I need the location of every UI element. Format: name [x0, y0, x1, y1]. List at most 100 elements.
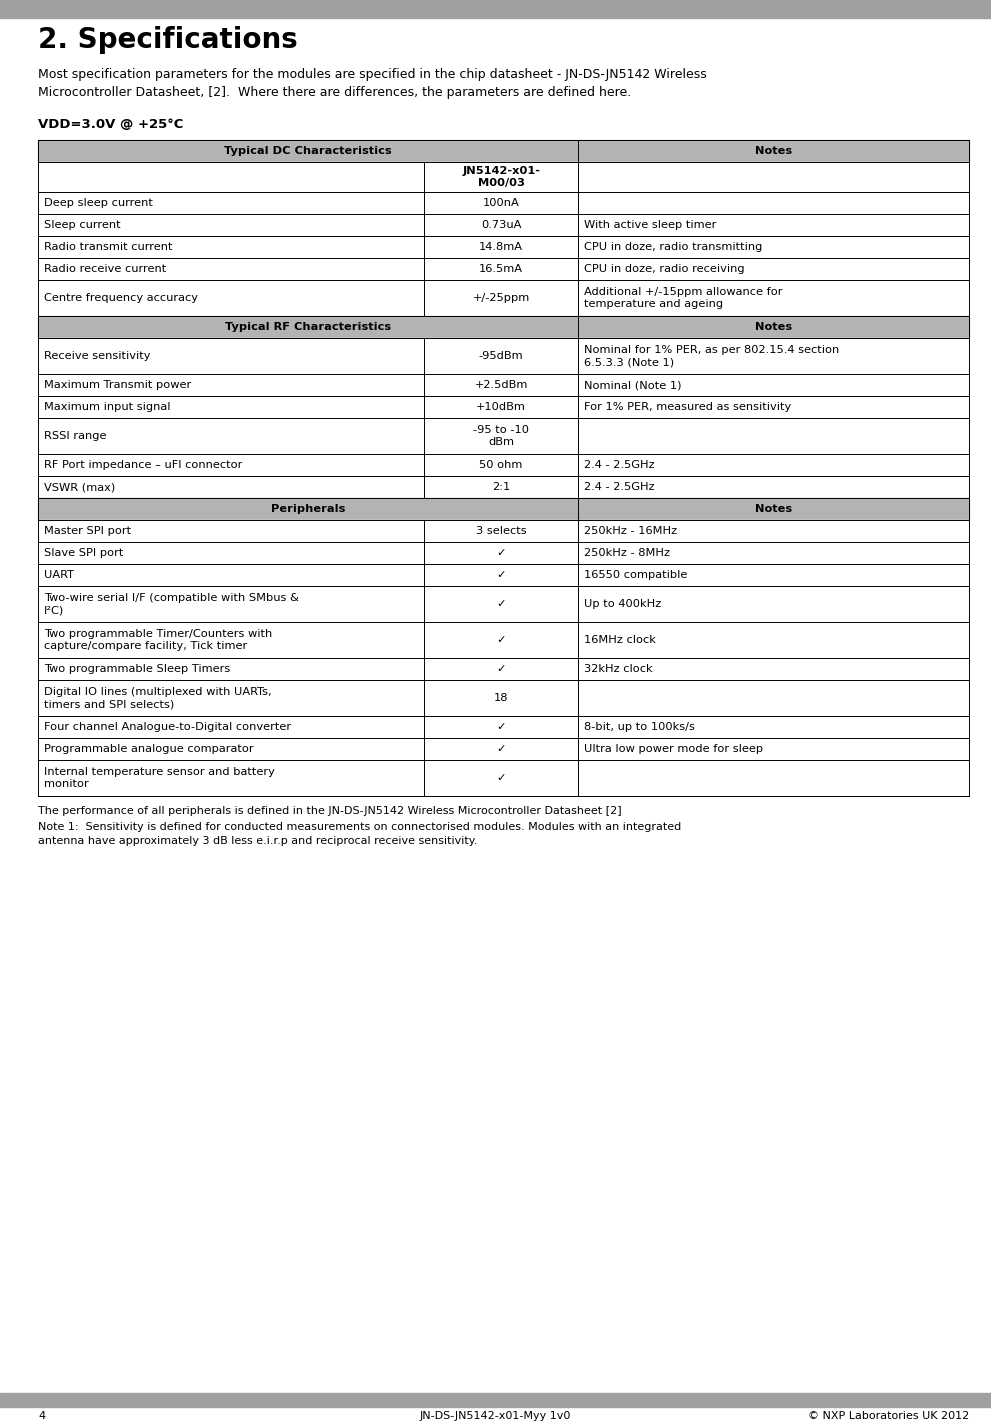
- Bar: [38, 455, 969, 476]
- Bar: [38, 658, 969, 680]
- Text: Maximum input signal: Maximum input signal: [44, 402, 170, 412]
- Bar: [38, 738, 969, 760]
- Text: Digital IO lines (multiplexed with UARTs,
timers and SPI selects): Digital IO lines (multiplexed with UARTs…: [44, 687, 272, 710]
- Text: Slave SPI port: Slave SPI port: [44, 549, 123, 559]
- Text: Programmable analogue comparator: Programmable analogue comparator: [44, 744, 254, 754]
- Text: 100nA: 100nA: [483, 198, 519, 208]
- Text: 50 ohm: 50 ohm: [480, 460, 523, 470]
- Text: Internal temperature sensor and battery
monitor: Internal temperature sensor and battery …: [44, 767, 275, 789]
- Text: Master SPI port: Master SPI port: [44, 526, 131, 536]
- Bar: [38, 316, 969, 338]
- Text: ✓: ✓: [496, 664, 506, 674]
- Bar: [38, 476, 969, 497]
- Bar: [38, 373, 969, 396]
- Bar: [38, 520, 969, 542]
- Bar: [38, 396, 969, 418]
- Text: 16.5mA: 16.5mA: [480, 264, 523, 274]
- Text: +2.5dBm: +2.5dBm: [475, 380, 528, 390]
- Bar: [38, 140, 969, 162]
- Text: Up to 400kHz: Up to 400kHz: [584, 598, 661, 608]
- Text: Ultra low power mode for sleep: Ultra low power mode for sleep: [584, 744, 763, 754]
- Text: 0.73uA: 0.73uA: [481, 219, 521, 229]
- Text: ✓: ✓: [496, 744, 506, 754]
- Bar: [38, 680, 969, 715]
- Text: Radio receive current: Radio receive current: [44, 264, 166, 274]
- Text: VSWR (max): VSWR (max): [44, 482, 115, 492]
- Text: Note 1:  Sensitivity is defined for conducted measurements on connectorised modu: Note 1: Sensitivity is defined for condu…: [38, 822, 681, 845]
- Bar: [38, 258, 969, 279]
- Text: For 1% PER, measured as sensitivity: For 1% PER, measured as sensitivity: [584, 402, 791, 412]
- Text: ✓: ✓: [496, 636, 506, 646]
- Text: Deep sleep current: Deep sleep current: [44, 198, 153, 208]
- Bar: [38, 586, 969, 621]
- Text: With active sleep timer: With active sleep timer: [584, 219, 716, 229]
- Text: Typical RF Characteristics: Typical RF Characteristics: [225, 322, 391, 332]
- Text: Receive sensitivity: Receive sensitivity: [44, 351, 151, 361]
- Text: Nominal for 1% PER, as per 802.15.4 section
6.5.3.3 (Note 1): Nominal for 1% PER, as per 802.15.4 sect…: [584, 345, 839, 368]
- Text: -95 to -10
dBm: -95 to -10 dBm: [473, 425, 529, 447]
- Text: Peripherals: Peripherals: [271, 504, 345, 514]
- Text: JN5142-x01-
M00/03: JN5142-x01- M00/03: [462, 165, 540, 188]
- Text: ✓: ✓: [496, 570, 506, 580]
- Bar: [38, 497, 969, 520]
- Text: 18: 18: [494, 693, 508, 703]
- Text: 2. Specifications: 2. Specifications: [38, 26, 297, 54]
- Text: Centre frequency accuracy: Centre frequency accuracy: [44, 294, 198, 304]
- Text: Most specification parameters for the modules are specified in the chip datashee: Most specification parameters for the mo…: [38, 68, 707, 98]
- Text: Notes: Notes: [755, 322, 792, 332]
- Text: RSSI range: RSSI range: [44, 430, 106, 440]
- Bar: [0, 0, 991, 19]
- Text: ✓: ✓: [496, 549, 506, 559]
- Text: Radio transmit current: Radio transmit current: [44, 242, 172, 252]
- Text: 14.8mA: 14.8mA: [480, 242, 523, 252]
- Bar: [38, 621, 969, 658]
- Text: Additional +/-15ppm allowance for
temperature and ageing: Additional +/-15ppm allowance for temper…: [584, 286, 783, 309]
- Text: 2.4 - 2.5GHz: 2.4 - 2.5GHz: [584, 482, 655, 492]
- Text: 16550 compatible: 16550 compatible: [584, 570, 688, 580]
- Bar: [38, 564, 969, 586]
- Text: UART: UART: [44, 570, 74, 580]
- Bar: [38, 542, 969, 564]
- Bar: [38, 214, 969, 237]
- Text: Four channel Analogue-to-Digital converter: Four channel Analogue-to-Digital convert…: [44, 722, 291, 732]
- Text: ✓: ✓: [496, 772, 506, 782]
- Text: Nominal (Note 1): Nominal (Note 1): [584, 380, 682, 390]
- Bar: [38, 715, 969, 738]
- Bar: [38, 760, 969, 797]
- Text: Notes: Notes: [755, 145, 792, 155]
- Bar: [38, 279, 969, 316]
- Text: 2.4 - 2.5GHz: 2.4 - 2.5GHz: [584, 460, 655, 470]
- Text: Sleep current: Sleep current: [44, 219, 121, 229]
- Text: ✓: ✓: [496, 722, 506, 732]
- Bar: [38, 192, 969, 214]
- Text: Maximum Transmit power: Maximum Transmit power: [44, 380, 191, 390]
- Bar: [0, 1394, 991, 1406]
- Text: +/-25ppm: +/-25ppm: [473, 294, 530, 304]
- Text: JN-DS-JN5142-x01-Myy 1v0: JN-DS-JN5142-x01-Myy 1v0: [420, 1411, 571, 1421]
- Text: © NXP Laboratories UK 2012: © NXP Laboratories UK 2012: [808, 1411, 969, 1421]
- Text: Typical DC Characteristics: Typical DC Characteristics: [224, 145, 391, 155]
- Text: The performance of all peripherals is defined in the JN-DS-JN5142 Wireless Micro: The performance of all peripherals is de…: [38, 807, 621, 817]
- Text: 250kHz - 8MHz: 250kHz - 8MHz: [584, 549, 670, 559]
- Text: CPU in doze, radio receiving: CPU in doze, radio receiving: [584, 264, 744, 274]
- Text: 250kHz - 16MHz: 250kHz - 16MHz: [584, 526, 677, 536]
- Text: 2:1: 2:1: [493, 482, 510, 492]
- Text: 4: 4: [38, 1411, 46, 1421]
- Text: Notes: Notes: [755, 504, 792, 514]
- Text: Two programmable Timer/Counters with
capture/compare facility, Tick timer: Two programmable Timer/Counters with cap…: [44, 628, 273, 651]
- Text: 8-bit, up to 100ks/s: 8-bit, up to 100ks/s: [584, 722, 695, 732]
- Text: 3 selects: 3 selects: [476, 526, 526, 536]
- Text: RF Port impedance – uFl connector: RF Port impedance – uFl connector: [44, 460, 243, 470]
- Text: Two programmable Sleep Timers: Two programmable Sleep Timers: [44, 664, 230, 674]
- Bar: [38, 237, 969, 258]
- Text: +10dBm: +10dBm: [477, 402, 526, 412]
- Bar: [38, 418, 969, 455]
- Bar: [38, 338, 969, 373]
- Text: -95dBm: -95dBm: [479, 351, 523, 361]
- Text: 32kHz clock: 32kHz clock: [584, 664, 653, 674]
- Text: Two-wire serial I/F (compatible with SMbus &
I²C): Two-wire serial I/F (compatible with SMb…: [44, 593, 299, 616]
- Text: 16MHz clock: 16MHz clock: [584, 636, 656, 646]
- Text: VDD=3.0V @ +25°C: VDD=3.0V @ +25°C: [38, 118, 183, 131]
- Text: ✓: ✓: [496, 598, 506, 608]
- Text: CPU in doze, radio transmitting: CPU in doze, radio transmitting: [584, 242, 762, 252]
